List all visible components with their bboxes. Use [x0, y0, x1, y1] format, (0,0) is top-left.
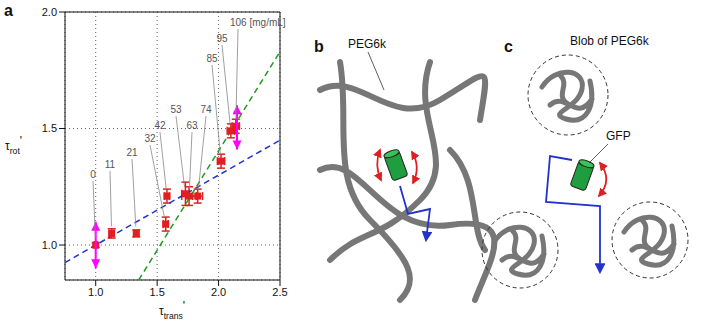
svg-text:11: 11 [105, 159, 116, 170]
svg-text:c: c [504, 38, 513, 55]
svg-text:1.0: 1.0 [42, 239, 57, 251]
svg-text:106 [mg/mL]: 106 [mg/mL] [230, 17, 286, 28]
svg-text:95: 95 [216, 33, 228, 44]
svg-text:τtrans': τtrans' [159, 299, 185, 321]
svg-text:2.5: 2.5 [272, 286, 287, 298]
svg-text:1.5: 1.5 [149, 286, 164, 298]
svg-text:GFP: GFP [606, 129, 631, 143]
svg-text:1.0: 1.0 [88, 286, 103, 298]
svg-text:85: 85 [206, 53, 218, 64]
svg-text:21: 21 [126, 147, 138, 158]
svg-text:0: 0 [90, 169, 96, 180]
svg-text:2.0: 2.0 [42, 6, 57, 18]
svg-text:PEG6k: PEG6k [348, 37, 387, 51]
svg-text:1.5: 1.5 [42, 122, 57, 134]
svg-text:b: b [314, 38, 324, 55]
svg-text:74: 74 [200, 104, 212, 115]
svg-text:τrot': τrot' [5, 134, 22, 156]
svg-text:2.0: 2.0 [211, 286, 226, 298]
svg-text:a: a [4, 2, 13, 19]
svg-text:63: 63 [186, 120, 198, 131]
svg-text:32: 32 [144, 133, 156, 144]
svg-text:Blob of PEG6k: Blob of PEG6k [570, 34, 650, 48]
svg-text:42: 42 [154, 120, 166, 131]
svg-text:53: 53 [170, 104, 182, 115]
